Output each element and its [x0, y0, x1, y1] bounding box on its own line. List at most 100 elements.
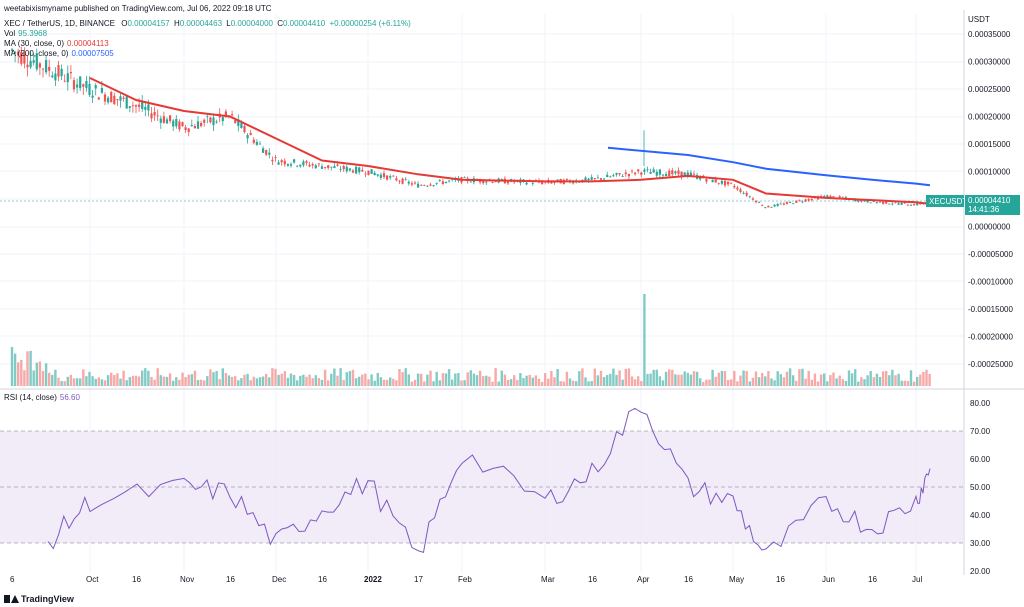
volume-bar: [519, 373, 522, 386]
volume-bar: [423, 381, 426, 386]
volume-bar: [159, 375, 162, 386]
candle-body: [773, 204, 776, 207]
volume-bar: [506, 379, 510, 386]
volume-bar: [330, 373, 333, 386]
volume-bar: [441, 373, 445, 386]
volume-bar: [655, 369, 658, 386]
volume-bar: [17, 362, 20, 386]
volume-bar: [48, 372, 51, 386]
candle-body: [832, 196, 835, 197]
candle-body: [404, 179, 407, 181]
candle-body: [141, 101, 144, 109]
price-axis[interactable]: USDT 0.00035000 0.00030000 0.00025000 0.0002…: [968, 15, 1013, 369]
volume-bar: [100, 379, 104, 386]
candle-body: [311, 164, 314, 166]
candle-body: [169, 115, 172, 121]
high-label: H: [173, 19, 180, 28]
volume-bar: [432, 381, 435, 386]
volume-bar: [699, 378, 702, 386]
candle-body: [810, 198, 813, 201]
volume-bar: [637, 376, 640, 386]
candle-body: [249, 132, 252, 136]
volume-bar: [26, 351, 29, 386]
candle-body: [38, 63, 41, 68]
ohlc-legend: XEC / TetherUS, 1D, BINANCE O0.00004157 …: [4, 19, 411, 29]
volume-bar: [522, 378, 525, 386]
volume-bar: [79, 378, 82, 386]
ma200-label: MA (200, close, 0): [4, 49, 69, 58]
candle-body: [14, 51, 17, 54]
volume-bar: [866, 375, 869, 386]
volume-bar: [562, 381, 565, 386]
candle-body: [200, 122, 203, 127]
candle-body: [615, 172, 618, 175]
volume-bar: [723, 371, 727, 386]
candle-body: [265, 150, 268, 155]
candle-body: [792, 203, 795, 205]
candle-body: [882, 201, 885, 204]
time-axis[interactable]: 6 Oct 16 Nov 16 Dec 16 2022 17 Feb Mar 16 Apr 16 May 16…: [10, 575, 922, 584]
volume-bar: [103, 380, 107, 386]
tradingview-logo[interactable]: TradingView: [4, 594, 74, 604]
candle-body: [317, 163, 320, 165]
candle-body: [10, 49, 14, 51]
candle-body: [736, 187, 739, 190]
last-price-value: 0.00004410: [968, 196, 1011, 205]
candle-body: [215, 121, 218, 123]
rsi-axis[interactable]: 80.00 70.00 60.00 50.00 40.00 30.00 20.00: [970, 399, 991, 576]
price-tick-label: -0.00015000: [968, 305, 1013, 314]
candle-body: [761, 205, 764, 207]
candle-body: [305, 161, 308, 163]
volume-bar: [897, 373, 900, 386]
candle-body: [20, 51, 23, 64]
volume-bar: [761, 373, 764, 386]
candle-body: [184, 127, 187, 131]
time-tick-label: 2022: [364, 575, 382, 584]
volume-bar: [478, 370, 482, 386]
time-tick-label: Oct: [86, 575, 99, 584]
ma200-legend: MA (200, close, 0) 0.00007505: [4, 49, 114, 59]
candle-body: [463, 177, 466, 178]
volume-bar: [559, 381, 562, 386]
volume-bar: [221, 368, 224, 386]
volume-bar: [385, 379, 389, 386]
volume-bar: [364, 373, 367, 386]
volume-bar: [599, 370, 603, 386]
volume-bar: [482, 376, 485, 386]
volume-bar: [224, 372, 228, 386]
volume-bar: [643, 294, 646, 386]
volume-bar: [878, 376, 882, 386]
volume-bar: [494, 368, 497, 386]
volume-bar: [472, 373, 476, 386]
candle-body: [485, 181, 488, 183]
candle-body: [426, 185, 429, 187]
candle-body: [342, 166, 345, 170]
candle-body: [733, 186, 736, 188]
volume-bar: [134, 375, 138, 386]
volume-bar: [162, 376, 166, 386]
volume-bar: [916, 376, 919, 386]
price-tick-label: 0.00025000: [968, 85, 1011, 94]
volume-bar: [714, 376, 717, 386]
candle-body: [826, 195, 829, 198]
candle-body: [531, 183, 534, 185]
candle-body: [727, 181, 730, 185]
volume-bar: [854, 369, 857, 386]
candle-body: [122, 97, 125, 99]
candle-body: [299, 164, 302, 167]
volume-bar: [503, 374, 507, 386]
candle-body: [26, 64, 29, 68]
volume-bar: [184, 377, 187, 386]
candle-body: [258, 143, 262, 145]
volume-bar: [122, 370, 125, 386]
volume-bar: [550, 370, 553, 386]
volume-bar: [20, 359, 23, 386]
candle-body: [147, 104, 150, 111]
candle-body: [801, 201, 804, 203]
volume-bar: [912, 381, 916, 386]
candle-body: [91, 95, 94, 98]
candle-body: [441, 181, 444, 185]
candle-body: [345, 166, 348, 172]
candle-body: [423, 185, 426, 186]
